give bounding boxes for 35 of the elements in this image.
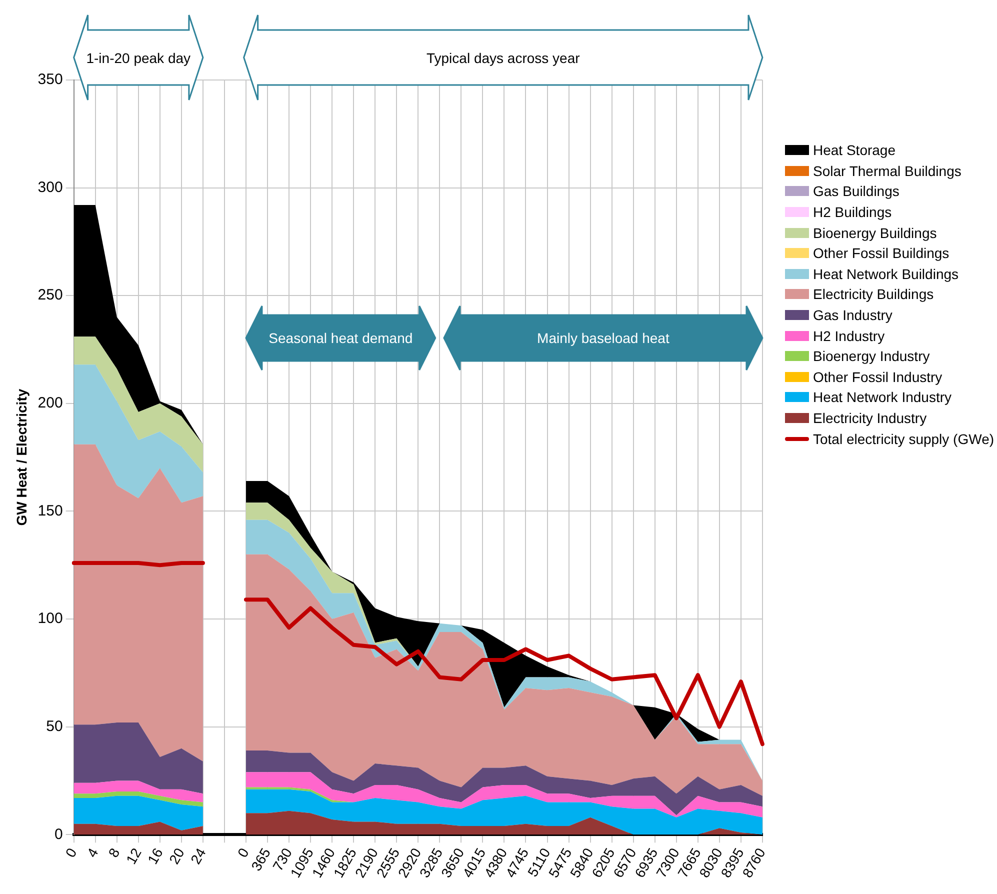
x-tick-label: 24 xyxy=(187,845,209,867)
x-tick-label: 0 xyxy=(62,845,80,860)
y-tick-label: 150 xyxy=(38,502,63,520)
legend-label: Solar Thermal Buildings xyxy=(813,162,962,179)
y-tick-label: 50 xyxy=(46,718,63,735)
annotation: Seasonal heat demand xyxy=(268,330,413,346)
y-tick-label: 300 xyxy=(38,178,63,196)
legend-label: Heat Network Buildings xyxy=(813,266,959,282)
legend-label: Other Fossil Industry xyxy=(813,368,942,385)
legend-label: H2 Industry xyxy=(813,328,885,344)
text: 1-in-20 peak day xyxy=(86,50,191,66)
legend-label: Total electricity supply (GWe) xyxy=(813,430,994,447)
x-tick-label: 16 xyxy=(144,845,166,867)
y-tick-label: 350 xyxy=(38,71,63,88)
x-tick-label: 20 xyxy=(166,845,188,867)
x-tick-label: 8 xyxy=(105,845,123,860)
y-tick-label: 250 xyxy=(38,286,63,304)
x-tick-label: 12 xyxy=(122,845,144,867)
legend-label: Electricity Industry xyxy=(813,410,927,426)
legend-label: Gas Buildings xyxy=(813,183,900,200)
y-axis-title: GW Heat / Electricity xyxy=(13,388,30,526)
text: Typical days across year xyxy=(426,50,580,66)
y-tick-label: 100 xyxy=(38,610,63,628)
x-tick-label: 4 xyxy=(84,845,102,860)
y-tick-label: 0 xyxy=(54,826,63,843)
legend-label: Bioenergy Buildings xyxy=(813,224,937,241)
legend-label: Other Fossil Buildings xyxy=(813,245,950,262)
legend-label: Bioenergy Industry xyxy=(813,348,930,364)
y-tick-label: 200 xyxy=(38,394,63,412)
legend-label: Electricity Buildings xyxy=(813,286,934,302)
legend-label: Heat Network Industry xyxy=(813,389,952,406)
legend-label: Gas Industry xyxy=(813,307,892,324)
legend-label: H2 Buildings xyxy=(813,204,892,220)
annotation: Mainly baseload heat xyxy=(537,330,670,346)
legend-label: Heat Storage xyxy=(813,142,896,158)
